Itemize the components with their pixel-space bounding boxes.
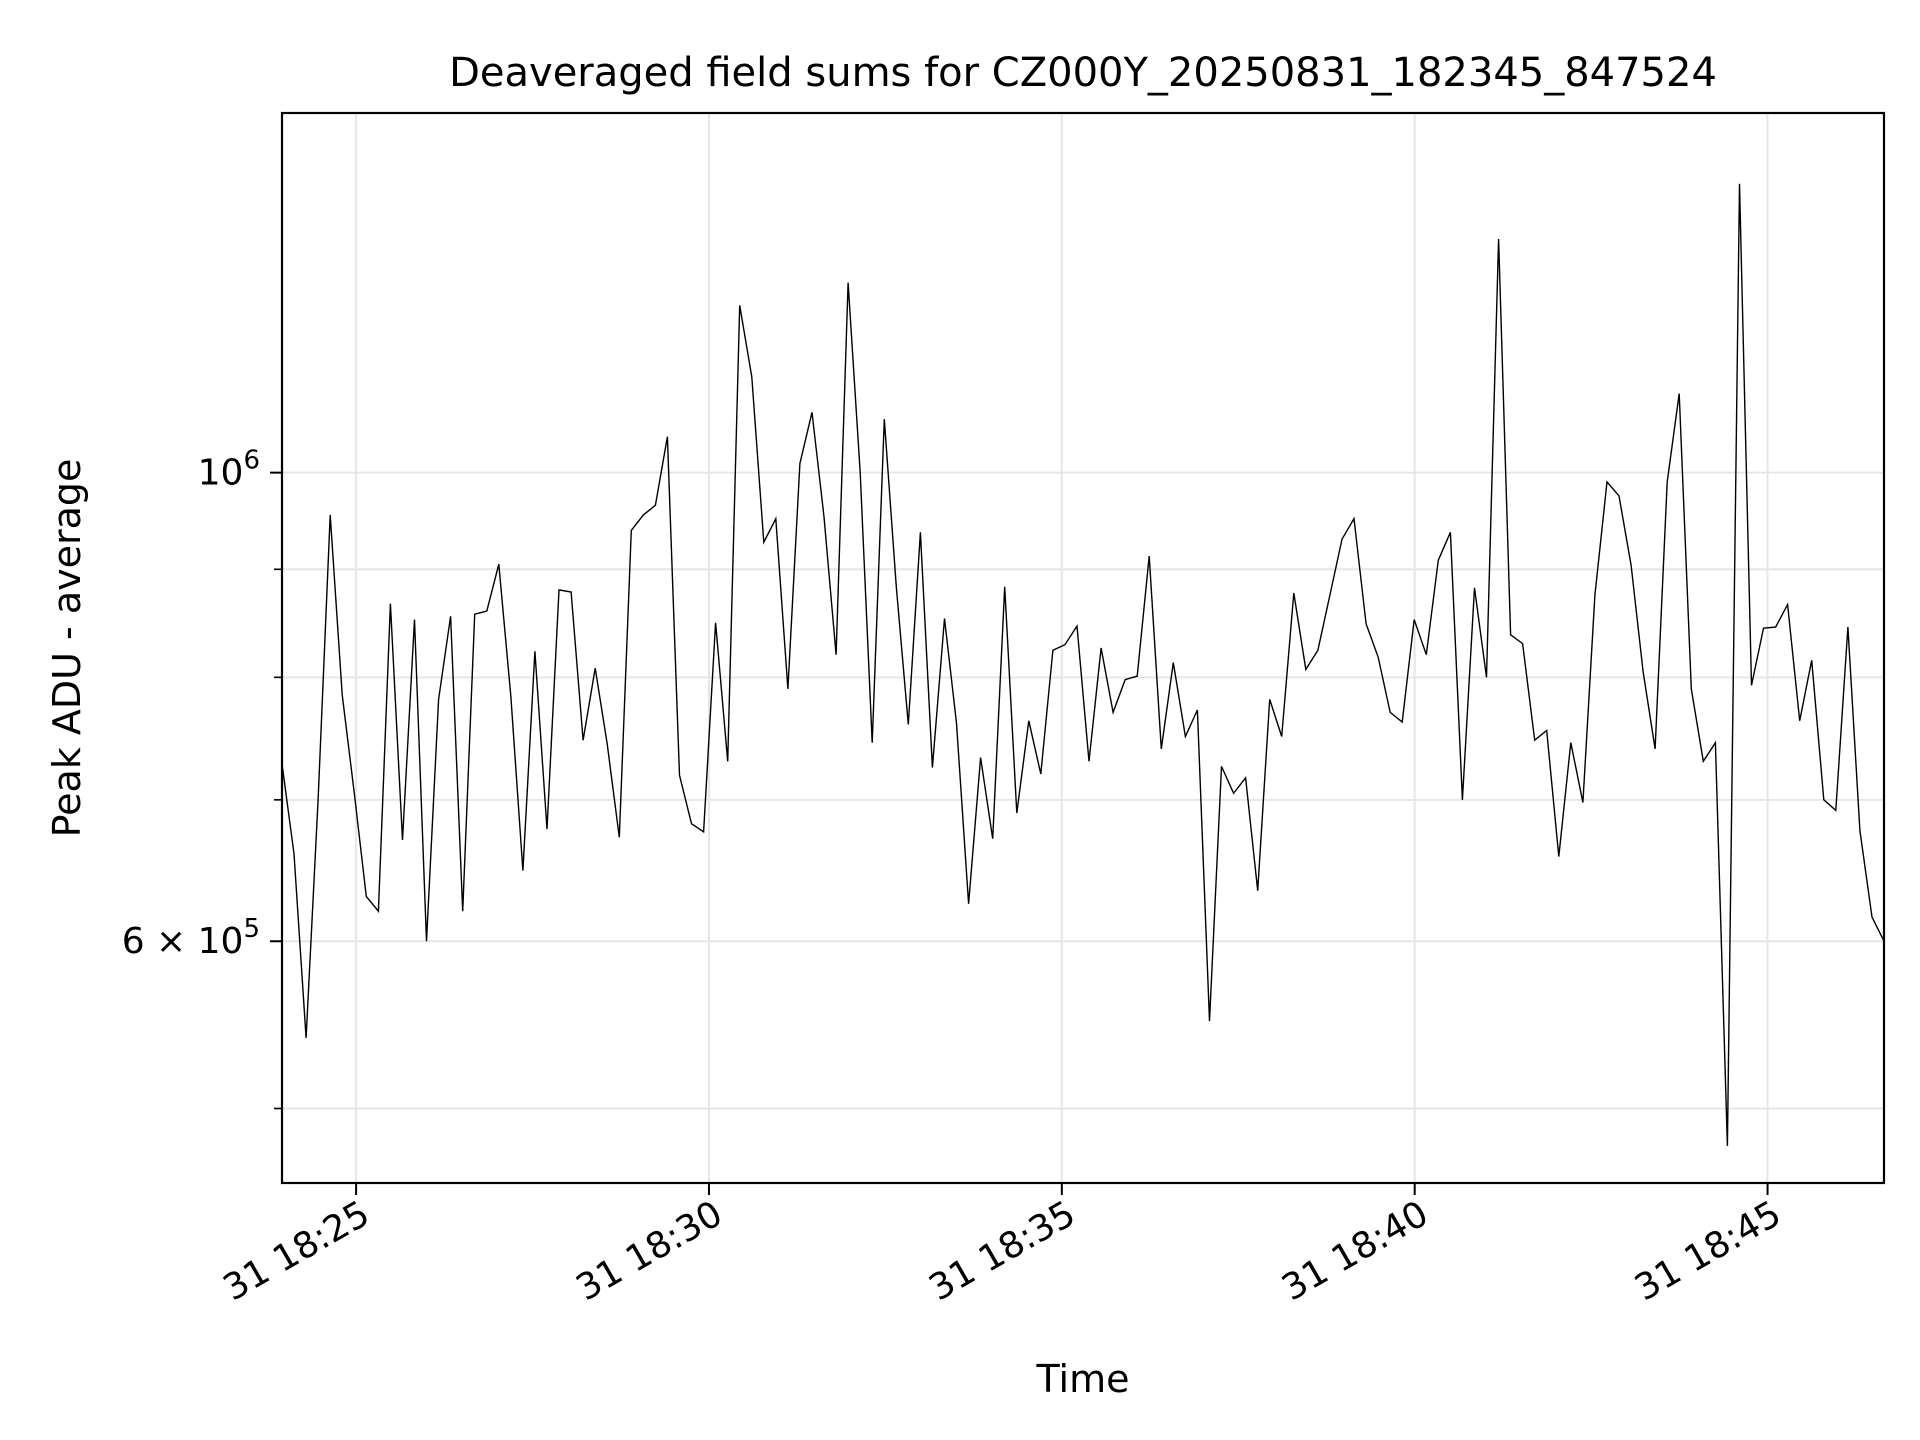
y-tick-label: 6 × 105: [122, 914, 260, 962]
x-axis-label: Time: [1036, 1357, 1130, 1401]
chart-title: Deaveraged field sums for CZ000Y_2025083…: [449, 50, 1717, 96]
y-axis-label: Peak ADU - average: [45, 459, 89, 838]
plot-area-frame: [280, 111, 1886, 1185]
y-tick-label: 106: [198, 446, 260, 494]
series-layer: [281, 183, 1885, 1146]
series-line: [281, 183, 1885, 1146]
